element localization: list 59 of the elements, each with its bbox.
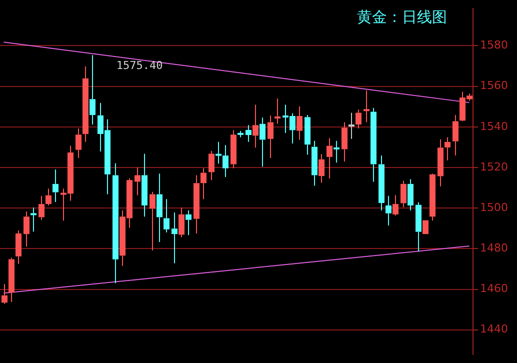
candlestick (430, 173, 436, 222)
candlestick (296, 106, 302, 140)
candlestick (400, 180, 406, 208)
candlestick (2, 283, 8, 304)
candlestick (392, 194, 398, 216)
y-tick-label: 1560 (480, 79, 508, 92)
candlestick (46, 188, 52, 206)
candlestick (208, 150, 214, 181)
candlestick (252, 104, 258, 148)
y-tick-label: 1480 (480, 242, 508, 255)
candlestick (378, 155, 384, 211)
y-tick-label: 1520 (480, 160, 508, 174)
candlestick (386, 195, 392, 226)
y-tick-label: 1540 (480, 120, 508, 133)
candlestick (452, 114, 458, 156)
candlestick (356, 109, 362, 129)
candlestick (274, 98, 280, 124)
candlestick (230, 130, 236, 169)
candlestick (438, 138, 444, 187)
candlestick (24, 211, 30, 248)
candlestick (76, 128, 82, 158)
candlestick (268, 115, 274, 158)
chart-title: 黄金：日线图 (357, 8, 447, 26)
candlestick (318, 154, 324, 184)
candlestick (246, 124, 252, 142)
candlestick (30, 207, 36, 232)
candlestick (38, 195, 44, 220)
candlestick (156, 173, 162, 242)
candlestick (408, 178, 414, 211)
candlestick (112, 162, 118, 284)
candlestick (164, 198, 170, 233)
candlestick (342, 122, 348, 162)
y-tick-label: 1580 (480, 38, 508, 52)
candlestick (200, 168, 206, 200)
candlestick (444, 136, 450, 161)
candlestick (172, 212, 178, 264)
y-tick-label: 1460 (480, 282, 508, 296)
candlestick (150, 191, 156, 251)
candlestick (178, 207, 184, 238)
y-tick-label: 1500 (480, 200, 508, 214)
candlestick (312, 140, 318, 186)
candlestick (8, 257, 14, 303)
candlestick (304, 114, 310, 156)
candlestick (326, 138, 332, 179)
candlestick (16, 230, 22, 264)
candlestick (134, 167, 140, 196)
candlestick (370, 108, 376, 182)
candlestick (82, 66, 88, 142)
candlestick (142, 153, 148, 218)
candlestick (416, 202, 422, 252)
annotation: 1575.40 (116, 58, 163, 72)
candlestick (52, 169, 58, 202)
candlestick (194, 174, 200, 234)
candlestick (90, 54, 96, 125)
candlestick (186, 210, 192, 236)
candlestick (364, 90, 370, 123)
y-tick-label: 1440 (480, 322, 508, 336)
candlestick (334, 140, 340, 164)
candlestick (260, 117, 266, 168)
